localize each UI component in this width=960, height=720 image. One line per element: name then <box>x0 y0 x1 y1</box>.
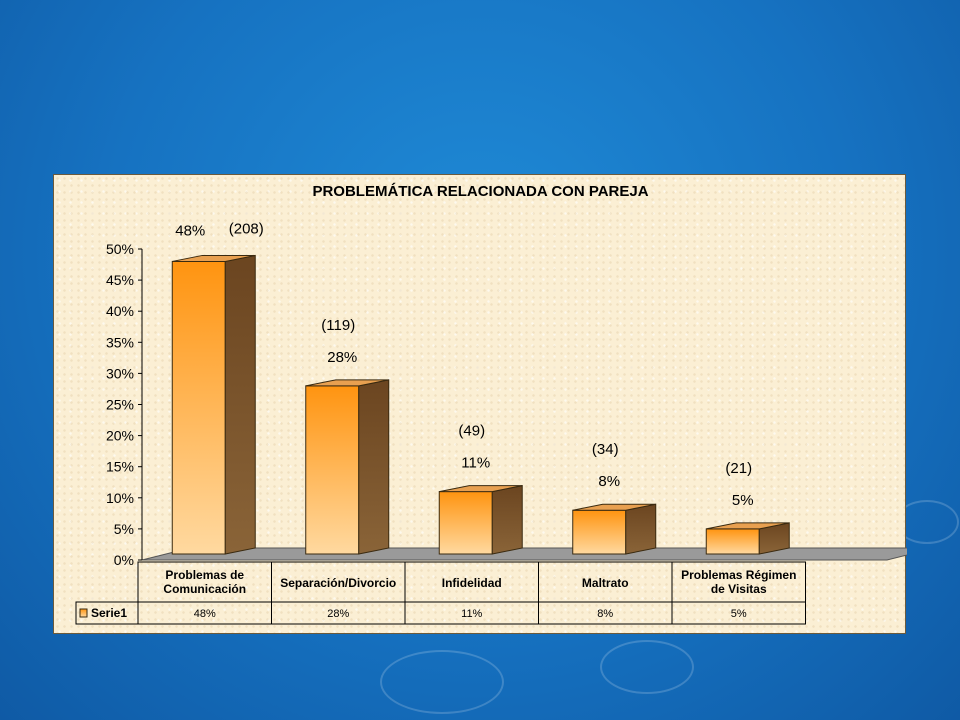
category-label: de Visitas <box>711 582 767 596</box>
category-label: Maltrato <box>582 576 629 590</box>
bar <box>572 509 627 555</box>
data-label-count: (119) <box>321 317 355 334</box>
data-label-percent: 11% <box>461 455 490 472</box>
table-cell-value: 5% <box>731 608 747 620</box>
data-label-count: (34) <box>592 441 619 458</box>
bar-top <box>706 522 790 530</box>
chart-floor <box>141 547 907 561</box>
bar <box>438 491 493 555</box>
bar-side <box>491 484 523 555</box>
bar-side <box>625 503 657 555</box>
chart-title: PROBLEMÁTICA RELACIONADA CON PAREJA <box>312 183 649 200</box>
bar <box>305 385 360 555</box>
data-label-count: (21) <box>725 460 752 477</box>
y-tick-label: 15% <box>106 459 134 475</box>
data-label-count: (49) <box>458 423 485 440</box>
bar-top <box>439 485 523 493</box>
table-cell-value: 8% <box>597 608 613 620</box>
y-tick-label: 20% <box>106 428 134 444</box>
y-tick-label: 30% <box>106 365 134 381</box>
table-cell-value: 48% <box>194 608 216 620</box>
y-tick-label: 10% <box>106 490 134 506</box>
bar-side <box>224 254 256 555</box>
y-tick-label: 40% <box>106 303 134 319</box>
bar-top <box>572 503 656 511</box>
y-tick-label: 5% <box>114 521 134 537</box>
bar-top <box>172 254 256 262</box>
y-tick-label: 45% <box>106 272 134 288</box>
table-cell-value: 11% <box>461 608 482 620</box>
y-tick-label: 25% <box>106 397 134 413</box>
table-data-row <box>75 601 806 625</box>
bar <box>705 528 760 555</box>
ripple-decoration <box>600 640 694 694</box>
data-label-percent: 8% <box>598 473 620 490</box>
legend-key <box>79 608 88 618</box>
data-label-percent: 28% <box>327 349 357 366</box>
table-cell-value: 28% <box>327 608 349 620</box>
data-label-percent: 5% <box>732 492 754 509</box>
category-label: Separación/Divorcio <box>280 576 396 590</box>
category-label: Problemas Régimen <box>681 568 796 582</box>
data-label-count: (208) <box>229 220 264 237</box>
category-label: Infidelidad <box>442 576 502 590</box>
y-tick-label: 50% <box>106 241 134 257</box>
bar-side <box>358 379 390 555</box>
bar-chart: 0% 5% 10% 15% 20% 25% 30% 35% 40% 45% 50% 48% (208)… <box>75 220 907 625</box>
category-label: Problemas de <box>165 568 244 582</box>
legend-label: Serie1 <box>91 606 127 620</box>
bar-top <box>305 379 389 387</box>
category-label: Comunicación <box>163 582 246 596</box>
y-tick-label: 0% <box>114 552 134 568</box>
data-label-percent: 48% <box>175 222 205 239</box>
y-tick-label: 35% <box>106 334 134 350</box>
ripple-decoration <box>380 650 504 714</box>
bar <box>171 260 226 555</box>
chart-panel: PROBLEMÁTICA RELACIONADA CON PAREJA 0% 5%… <box>53 174 907 634</box>
